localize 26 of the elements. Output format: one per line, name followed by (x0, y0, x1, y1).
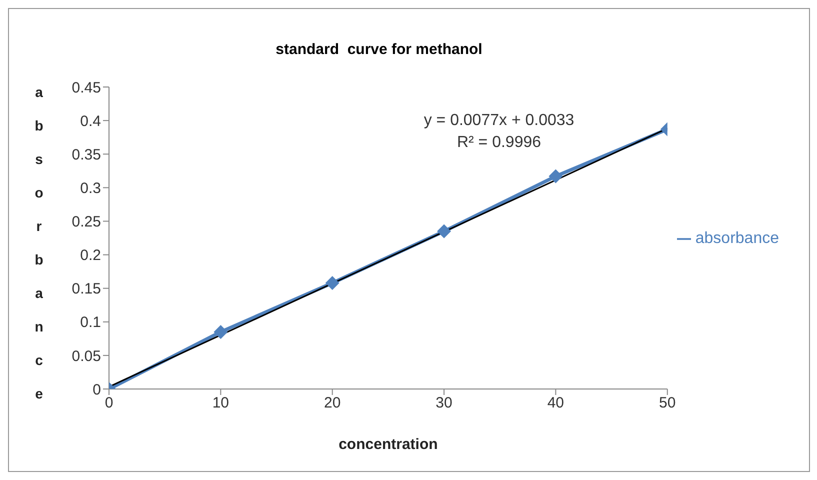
point (548, 169, 563, 184)
y-tick-label: 0.15 (72, 280, 101, 298)
y-tick-label: 0.1 (80, 314, 101, 332)
x-tick-label: 0 (104, 394, 114, 412)
y-tick-label: 0.25 (72, 214, 101, 231)
text: absorbance (34, 84, 44, 402)
y-tick-label: 0.35 (72, 146, 101, 164)
x-tick-label: 20 (324, 394, 341, 412)
y-tick-label: 0.4 (80, 112, 101, 130)
y-tick-label: 0.05 (72, 348, 101, 365)
x-axis-title: concentration (338, 436, 438, 453)
annotation: y = 0.0077x + 0.0033 (422, 112, 576, 130)
y-tick-label: 0.2 (80, 247, 101, 264)
point (325, 276, 340, 290)
x-tick-label: 10 (212, 394, 230, 412)
point (437, 224, 452, 238)
x-tick-label: 30 (436, 394, 452, 412)
chart-title: standard curve for methanol (274, 41, 484, 58)
x-tick-label: 40 (547, 394, 564, 412)
x-tick-label: 50 (659, 394, 676, 412)
y-tick-label: 0.3 (80, 180, 101, 197)
annotation: R² = 0.9996 (456, 134, 542, 152)
point (214, 324, 228, 339)
y-tick-label: 0 (92, 381, 101, 398)
legend-label: absorbance (695, 230, 779, 247)
y-tick-label: 0.45 (72, 79, 101, 96)
